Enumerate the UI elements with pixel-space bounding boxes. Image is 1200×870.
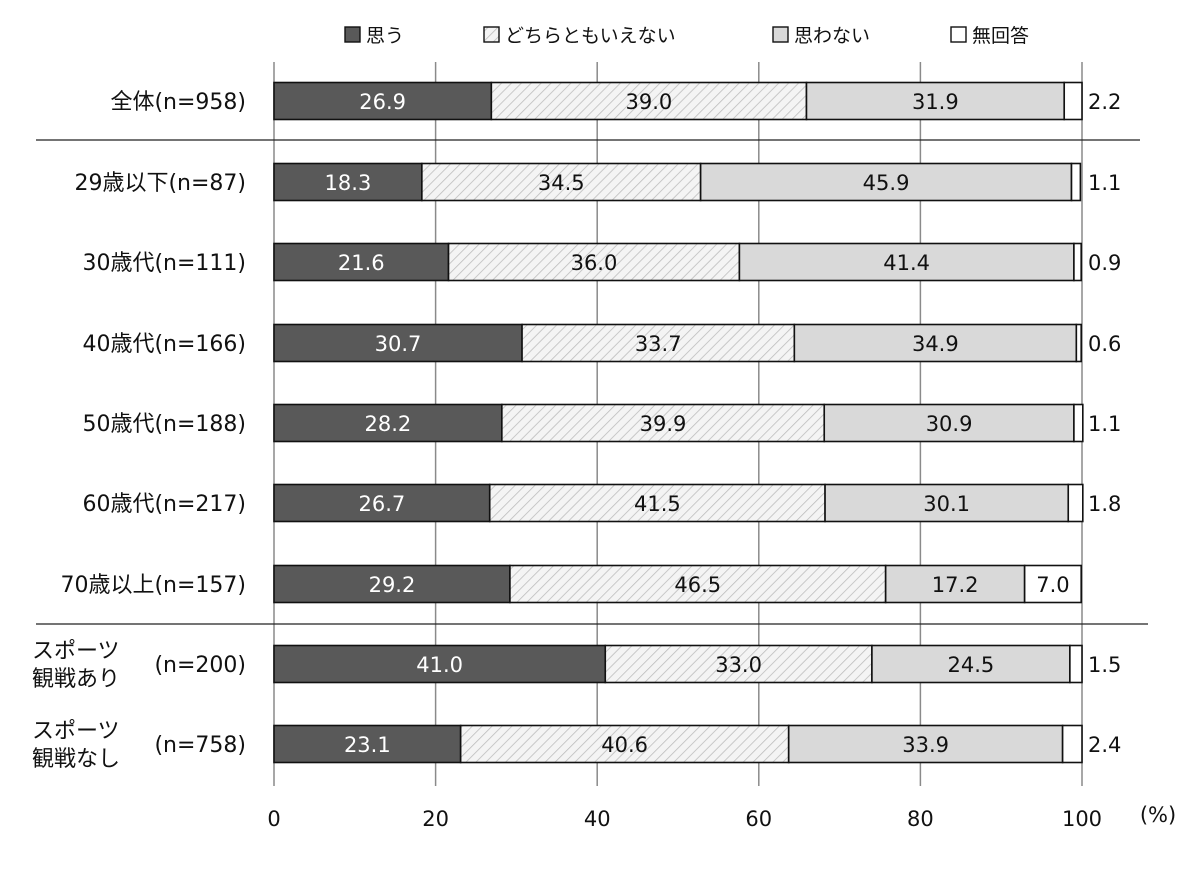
data-label: 40.6 (601, 733, 648, 757)
bar-segment (459, 724, 790, 764)
bar-segment (1075, 323, 1082, 363)
data-label: 36.0 (571, 251, 618, 275)
bars: 26.9 39.0 31.9 2.2 18.3 34.5 45.9 1.1 21.6 36.0 41… (273, 81, 1121, 764)
data-label: 33.9 (902, 733, 949, 757)
data-label: 26.9 (359, 90, 406, 114)
bar-segment (1063, 81, 1083, 121)
data-label: 45.9 (863, 171, 910, 195)
bar-segment (738, 242, 1075, 282)
x-tick-label: 20 (422, 807, 449, 831)
legend-swatch (772, 26, 789, 43)
data-label: 41.0 (416, 653, 463, 677)
legend: 思う どちらともいえない 思わない 無回答 (344, 25, 1029, 47)
x-tick-label: 0 (267, 807, 280, 831)
data-label: 0.9 (1088, 251, 1121, 275)
unit-label: (%) (1140, 803, 1176, 827)
data-label: 0.6 (1088, 332, 1121, 356)
data-label: 26.7 (358, 492, 405, 516)
data-label: 39.0 (626, 90, 673, 114)
category-label: 70歳以上(n=157) (60, 573, 246, 598)
bar-segment (501, 403, 826, 443)
data-label: 30.7 (375, 332, 422, 356)
legend-swatch (344, 26, 361, 43)
legend-label: 思わない (794, 25, 870, 47)
data-label: 29.2 (369, 573, 416, 597)
legend-label: どちらともいえない (505, 25, 676, 47)
category-label: スポーツ (32, 639, 120, 664)
legend-swatch (483, 26, 500, 43)
category-label: (n=200) (154, 653, 246, 678)
data-label: 18.3 (325, 171, 372, 195)
data-label: 1.1 (1088, 412, 1121, 436)
x-tick-label: 80 (907, 807, 934, 831)
category-label: 観戦なし (32, 747, 120, 772)
data-label: 23.1 (344, 733, 391, 757)
bar-segment (604, 644, 873, 684)
bar-segment (273, 644, 607, 684)
category-label: 観戦あり (32, 667, 120, 692)
data-label: 34.9 (912, 332, 959, 356)
category-label: 29歳以下(n=87) (74, 171, 246, 196)
data-label: 46.5 (674, 573, 721, 597)
data-label: 1.1 (1088, 171, 1121, 195)
category-label: (n=758) (154, 733, 246, 758)
bar-segment (447, 242, 741, 282)
category-label: 50歳代(n=188) (82, 412, 246, 437)
bar-segment (1067, 483, 1084, 523)
data-label: 2.2 (1088, 90, 1121, 114)
bar-segment (1073, 242, 1082, 282)
data-label: 24.5 (948, 653, 995, 677)
category-labels: 全体(n=958) 29歳以下(n=87) 30歳代(n=111) 40歳代(n=16… (32, 90, 246, 772)
data-label: 30.1 (923, 492, 970, 516)
data-label: 33.7 (635, 332, 682, 356)
legend-label: 思う (366, 25, 404, 47)
x-axis: 0 20 40 60 80 100 (%) (267, 803, 1176, 831)
bar-segment (1070, 162, 1082, 202)
data-label: 7.0 (1036, 573, 1069, 597)
category-label: 30歳代(n=111) (82, 251, 246, 276)
data-label: 39.9 (640, 412, 687, 436)
data-label: 30.9 (926, 412, 973, 436)
legend-swatch (950, 26, 967, 43)
legend-label: 無回答 (972, 25, 1029, 47)
x-tick-label: 100 (1062, 807, 1102, 831)
bar-segment (273, 242, 450, 282)
data-label: 1.5 (1088, 653, 1121, 677)
x-tick-label: 40 (584, 807, 611, 831)
data-label: 17.2 (932, 573, 979, 597)
data-label: 21.6 (338, 251, 385, 275)
bar-segment (1061, 724, 1083, 764)
bar-segment (421, 162, 702, 202)
category-label: 60歳代(n=217) (82, 492, 246, 517)
bar-segment (787, 724, 1064, 764)
bar-segment (273, 724, 462, 764)
bar-segment (273, 162, 423, 202)
category-label: 40歳代(n=166) (82, 332, 246, 357)
category-label: スポーツ (32, 719, 120, 744)
data-label: 41.4 (883, 251, 930, 275)
data-label: 28.2 (365, 412, 412, 436)
bar-segment (1023, 564, 1082, 604)
bar-segment (521, 323, 796, 363)
data-label: 31.9 (912, 90, 959, 114)
category-label: 全体(n=958) (110, 90, 246, 115)
data-label: 34.5 (538, 171, 585, 195)
bar-segment (699, 162, 1073, 202)
data-label: 41.5 (634, 492, 681, 516)
bar-segment (273, 403, 503, 443)
bar-segment (273, 81, 493, 121)
bar-segment (488, 483, 826, 523)
bar-segment (824, 483, 1070, 523)
group-separators (36, 139, 1148, 625)
bar-segment (273, 323, 523, 363)
data-label: 1.8 (1088, 492, 1121, 516)
bar-segment (1069, 644, 1083, 684)
x-tick-label: 60 (745, 807, 772, 831)
bar-segment (1073, 403, 1084, 443)
data-label: 33.0 (715, 653, 762, 677)
bar-segment (793, 323, 1078, 363)
data-label: 2.4 (1088, 733, 1121, 757)
